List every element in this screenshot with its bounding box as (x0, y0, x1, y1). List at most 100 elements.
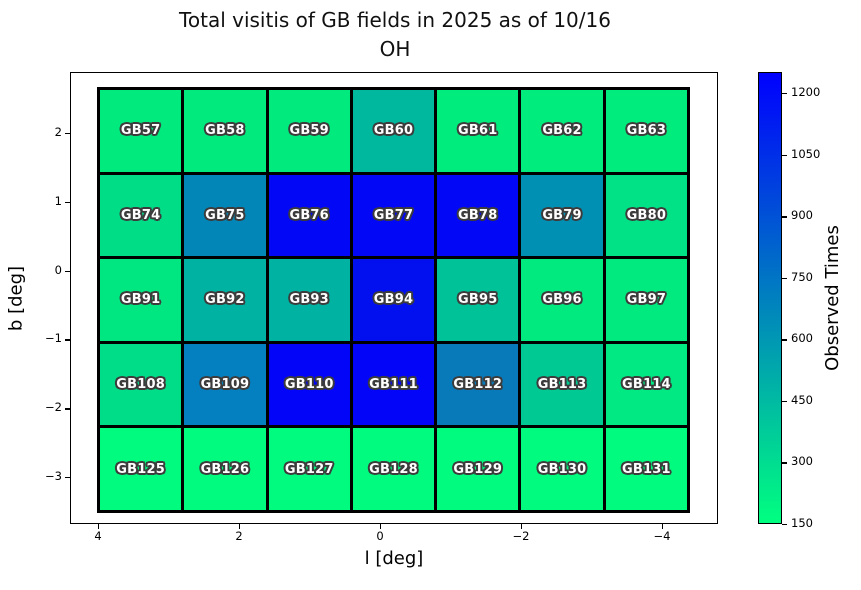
heatmap-cell-label: GB95 (458, 292, 498, 308)
heatmap-cell-label: GB125 (116, 461, 165, 477)
heatmap-cell-label: GB111 (369, 377, 418, 393)
y-axis-tick-mark (65, 201, 70, 204)
heatmap-cell-label: GB128 (369, 461, 418, 477)
y-axis-tick-mark (65, 339, 70, 341)
colorbar-tick-label: 300 (791, 454, 813, 469)
heatmap-cell-gb74: GB74 (100, 174, 182, 257)
x-axis-tick-mark (662, 524, 664, 529)
heatmap-cell-gb77: GB77 (352, 174, 435, 257)
heatmap-cell-label: GB97 (626, 292, 667, 308)
x-axis-tick-label: −4 (653, 529, 671, 543)
colorbar-tick-label: 1200 (791, 85, 821, 99)
x-axis-tick-label: 0 (376, 529, 384, 543)
heatmap-cell-label: GB92 (205, 292, 245, 308)
heatmap-cell-gb113: GB113 (521, 343, 603, 426)
heatmap-cell-gb78: GB78 (437, 174, 519, 257)
heatmap-cell-label: GB78 (458, 207, 498, 223)
heatmap-cell-gb57: GB57 (100, 90, 182, 172)
colorbar-tick-label: 450 (791, 392, 813, 407)
chart-title-line2: OH (379, 37, 411, 61)
x-axis-label: l [deg] (364, 548, 424, 569)
heatmap-cell-label: GB80 (626, 207, 667, 223)
x-axis-tick-label: 4 (94, 529, 102, 543)
colorbar-tick-mark (782, 523, 787, 526)
colorbar-tick-mark (782, 154, 787, 156)
y-axis-tick-mark (65, 270, 70, 272)
heatmap-cell-label: GB108 (116, 377, 165, 393)
colorbar-tick-mark (782, 339, 787, 341)
heatmap-cell-label: GB131 (621, 461, 671, 477)
heatmap-cell-label: GB57 (120, 123, 161, 139)
heatmap-cell-gb110: GB110 (268, 343, 350, 426)
heatmap-cell-gb109: GB109 (184, 343, 266, 426)
heatmap-cell-gb128: GB128 (352, 428, 435, 510)
heatmap-cell-label: GB59 (289, 123, 329, 139)
colorbar-label: Observed Times (821, 225, 843, 371)
y-axis-tick-label: −2 (45, 400, 62, 415)
y-axis-tick-label: −1 (45, 331, 62, 346)
heatmap-cell-gb114: GB114 (605, 343, 687, 426)
x-axis-tick-mark (521, 524, 523, 529)
heatmap-cell-gb95: GB95 (437, 259, 519, 341)
heatmap-cell-label: GB113 (537, 377, 587, 393)
heatmap-cell-label: GB74 (120, 207, 161, 223)
heatmap-cell-gb94: GB94 (352, 259, 435, 341)
heatmap-cell-gb58: GB58 (184, 90, 266, 172)
x-axis-tick-mark (239, 524, 241, 529)
x-axis-tick-mark (98, 524, 100, 529)
colorbar-tick-mark (782, 400, 787, 403)
heatmap-cell-gb75: GB75 (184, 174, 266, 257)
colorbar-tick-mark (782, 216, 787, 218)
heatmap-cell-label: GB114 (621, 377, 671, 393)
heatmap-cell-gb79: GB79 (521, 174, 603, 257)
heatmap-cell-gb130: GB130 (521, 428, 603, 510)
chart-title: Total visitis of GB fields in 2025 as of… (0, 6, 790, 64)
colorbar-tick-mark (782, 462, 787, 464)
colorbar-gradient (758, 72, 782, 524)
heatmap-cell-label: GB110 (284, 377, 334, 393)
heatmap-cell-label: GB112 (453, 377, 503, 393)
colorbar-tick-mark (782, 93, 787, 95)
heatmap-cell-label: GB58 (205, 123, 245, 139)
y-axis-tick-mark (65, 477, 70, 479)
heatmap-cell-label: GB63 (626, 123, 667, 139)
y-axis-tick-label: 2 (54, 125, 62, 139)
chart-title-line1: Total visitis of GB fields in 2025 as of… (179, 8, 611, 32)
heatmap-cell-label: GB129 (453, 461, 503, 477)
y-axis-tick-mark (65, 408, 70, 410)
heatmap-cell-label: GB127 (284, 461, 334, 477)
heatmap-cell-label: GB130 (537, 461, 587, 477)
heatmap-cell-gb112: GB112 (437, 343, 519, 426)
heatmap-cell-gb91: GB91 (100, 259, 182, 341)
x-axis-tick-mark (380, 524, 382, 529)
x-axis-tick-label: −2 (512, 529, 530, 543)
colorbar-tick-label: 900 (791, 208, 813, 223)
heatmap-cell-gb92: GB92 (184, 259, 266, 341)
colorbar-tick-label: 150 (791, 515, 813, 530)
heatmap-cell-label: GB75 (205, 207, 245, 223)
heatmap-cell-label: GB62 (542, 123, 582, 139)
heatmap-cell-gb108: GB108 (100, 343, 182, 426)
heatmap-cell-label: GB77 (373, 207, 414, 223)
heatmap-cell-label: GB61 (458, 123, 498, 139)
colorbar-tick-label: 1050 (791, 146, 821, 161)
heatmap-cell-label: GB91 (120, 292, 161, 308)
heatmap-cell-label: GB93 (289, 292, 329, 308)
heatmap-cell-gb126: GB126 (184, 428, 266, 510)
heatmap-cell-label: GB79 (542, 207, 582, 223)
heatmap-cell-gb93: GB93 (268, 259, 350, 341)
y-axis-label: b [deg] (5, 265, 27, 332)
y-axis-tick-mark (65, 133, 70, 135)
heatmap-cell-gb80: GB80 (605, 174, 687, 257)
heatmap-cell-label: GB109 (200, 377, 250, 393)
heatmap-cell-gb59: GB59 (268, 90, 350, 172)
colorbar-tick-label: 750 (791, 269, 813, 284)
heatmap-cell-gb76: GB76 (268, 174, 350, 257)
colorbar-tick-label: 600 (791, 331, 813, 346)
heatmap-cell-label: GB126 (200, 461, 250, 477)
heatmap-cell-gb125: GB125 (100, 428, 182, 510)
heatmap-cell-gb61: GB61 (437, 90, 519, 172)
heatmap-cell-label: GB96 (542, 292, 582, 308)
heatmap-cell-gb96: GB96 (521, 259, 603, 341)
heatmap-cell-gb62: GB62 (521, 90, 603, 172)
